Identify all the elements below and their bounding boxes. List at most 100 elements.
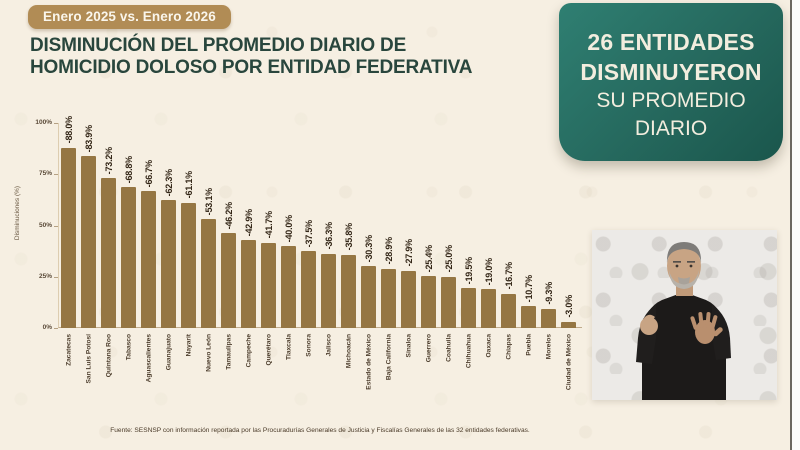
date-comparison-badge: Enero 2025 vs. Enero 2026 xyxy=(28,5,231,29)
bar xyxy=(341,254,356,328)
bar-value-label: -16.7% xyxy=(504,262,514,290)
bar-group: -35.8% Michoacán xyxy=(339,123,359,368)
bar xyxy=(281,246,296,328)
bar-category-label: Coahuila xyxy=(445,334,453,362)
bar-group: -66.7% Aguascalientes xyxy=(139,123,159,382)
bar-group: -10.7% Puebla xyxy=(519,123,539,356)
interpreter-figure xyxy=(636,242,731,400)
bar-group: -25.0% Coahuila xyxy=(439,123,459,362)
bar-category-label: Guerrero xyxy=(425,334,433,363)
bar-category-label: Campeche xyxy=(245,334,253,368)
bar-group: -88.0% Zacatecas xyxy=(59,116,79,366)
bar xyxy=(541,308,556,328)
bar xyxy=(201,219,216,328)
page-title-line2: HOMICIDIO DOLOSO POR ENTIDAD FEDERATIVA xyxy=(30,56,473,78)
bar xyxy=(401,270,416,328)
bar-value-label: -27.9% xyxy=(404,239,414,267)
bar-group: -36.3% Jalisco xyxy=(319,123,339,356)
bar-value-label: -61.1% xyxy=(184,171,194,199)
bar-value-label: -73.2% xyxy=(104,146,114,174)
bar-value-label: -66.7% xyxy=(144,159,154,188)
bar-group: -73.2% Quintana Roo xyxy=(99,123,119,377)
bar-value-label: -30.3% xyxy=(364,234,374,262)
bar-category-label: Sonora xyxy=(305,334,313,357)
bar-category-label: Sinaloa xyxy=(405,334,413,358)
bar-value-label: -28.9% xyxy=(384,237,394,265)
bar-group: -3.0% Ciudad de México xyxy=(559,123,579,390)
bar-value-label: -19.0% xyxy=(484,257,494,286)
plot-area: -88.0% Zacatecas -83.9% San Luis Potosí -73.… xyxy=(58,116,582,390)
bar-group: -40.0% Tlaxcala xyxy=(279,123,299,360)
page-title-line1: DISMINUCIÓN DEL PROMEDIO DIARIO DE xyxy=(30,35,407,56)
bar-group: -30.3% Estado de México xyxy=(359,123,379,390)
bar-category-label: Nayarit xyxy=(185,334,193,357)
bar-category-label: Tamaulipas xyxy=(225,334,233,370)
source-footnote: Fuente: SESNSP con información reportada… xyxy=(110,427,530,434)
bar-value-label: -42.9% xyxy=(244,208,254,237)
bar xyxy=(301,251,316,328)
bar-category-label: Nuevo León xyxy=(205,334,213,372)
bar xyxy=(441,276,456,328)
bar-group: -42.9% Campeche xyxy=(239,123,259,367)
bar-group: -41.7% Querétaro xyxy=(259,123,279,366)
bar-category-label: Oaxaca xyxy=(485,334,493,358)
bar-group: -19.5% Chihuahua xyxy=(459,123,479,368)
bar-value-label: -25.4% xyxy=(424,244,434,272)
summary-line2: DISMINUYERON xyxy=(580,59,762,85)
bar-category-label: Michoacán xyxy=(345,334,353,369)
bar-category-label: Jalisco xyxy=(325,334,333,357)
y-tick-mark xyxy=(54,123,58,124)
bar-value-label: -35.8% xyxy=(344,223,354,251)
bar-group: -37.5% Sonora xyxy=(299,123,319,357)
y-axis-label: Disminuciones (%) xyxy=(14,185,21,241)
bar-value-label: -25.0% xyxy=(444,245,454,273)
bar-category-label: Aguascalientes xyxy=(145,334,153,383)
bar-group: -28.9% Baja California xyxy=(379,123,399,380)
bar-value-label: -83.9% xyxy=(84,124,94,153)
bar xyxy=(101,177,116,328)
bar xyxy=(361,265,376,328)
bar xyxy=(481,289,496,328)
bar-category-label: Tabasco xyxy=(125,334,133,361)
bar-group: -46.2% Tamaulipas xyxy=(219,123,239,370)
bar-value-label: -9.3% xyxy=(544,282,554,305)
bar-category-label: Querétaro xyxy=(265,334,273,366)
bar-value-label: -19.5% xyxy=(464,256,474,285)
bar-category-label: San Luis Potosí xyxy=(85,334,93,384)
summary-line1: 26 ENTIDADES xyxy=(587,29,755,55)
bar-value-label: -10.7% xyxy=(524,274,534,303)
bar-chart: Disminuciones (%) 0% 25% 50% 75% 100% -88.0%… xyxy=(14,116,582,434)
bar-category-label: Ciudad de México xyxy=(565,334,573,391)
bar-category-label: Morelos xyxy=(545,334,553,360)
y-tick-mark xyxy=(54,328,58,329)
y-tick-mark xyxy=(54,225,58,227)
summary-line3: SU PROMEDIO xyxy=(596,89,746,112)
bar xyxy=(461,288,476,328)
bar-group: -25.4% Guerrero xyxy=(419,123,439,362)
bar-value-label: -3.0% xyxy=(564,295,574,318)
bar-group: -9.3% Morelos xyxy=(539,123,559,359)
bar-category-label: Chihuahua xyxy=(465,334,473,369)
bar-group: -62.3% Guanajuato xyxy=(159,123,179,370)
y-tick-label: 25% xyxy=(38,272,52,280)
bar xyxy=(181,202,196,328)
bar-value-label: -88.0% xyxy=(64,116,74,144)
summary-line4: DIARIO xyxy=(634,117,708,140)
bar-category-label: Guanajuato xyxy=(165,334,173,371)
y-tick-label: 75% xyxy=(38,170,52,178)
video-frame-edge xyxy=(790,0,800,450)
bar-group: -83.9% San Luis Potosí xyxy=(79,123,99,383)
summary-panel: 26 ENTIDADES DISMINUYERON SU PROMEDIO DI… xyxy=(559,3,783,161)
bar-category-label: Zacatecas xyxy=(65,334,73,366)
bar-group: -61.1% Nayarit xyxy=(179,123,199,356)
bar-category-label: Chiapas xyxy=(505,334,513,360)
bar-category-label: Quintana Roo xyxy=(105,334,113,378)
bar-value-label: -62.3% xyxy=(164,168,174,197)
y-tick-label: 0% xyxy=(42,324,52,331)
page-title: DISMINUCIÓN DEL PROMEDIO DIARIO DE HOMIC… xyxy=(30,35,560,78)
bar-value-label: -46.2% xyxy=(224,201,234,230)
bar xyxy=(561,321,576,328)
bar-category-label: Puebla xyxy=(525,334,533,356)
bar-value-label: -40.0% xyxy=(284,214,294,242)
bar xyxy=(501,293,516,328)
